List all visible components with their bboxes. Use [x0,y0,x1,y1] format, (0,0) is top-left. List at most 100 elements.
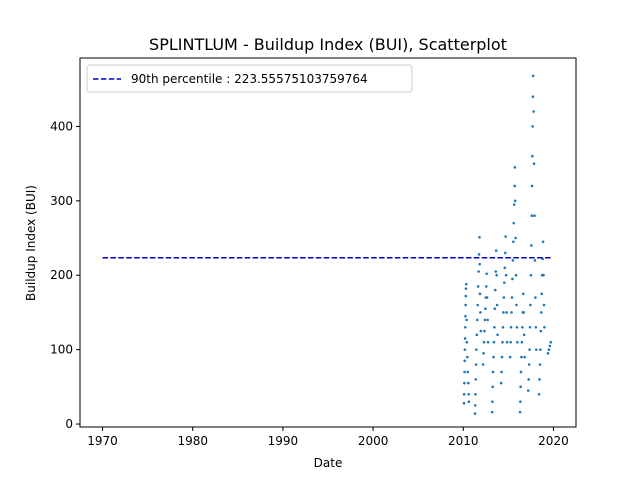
data-point [462,401,466,405]
data-point [538,378,541,381]
data-point [542,303,546,307]
data-point [464,314,467,318]
data-point [495,273,498,277]
data-point [499,381,503,385]
y-axis-label: Buildup Index (BUI) [24,185,38,301]
data-point [491,400,494,404]
data-point [516,340,519,344]
data-point [466,381,470,385]
data-point [520,340,524,344]
data-point [530,214,534,218]
data-point [518,410,522,414]
x-tick-label: 1970 [87,434,118,448]
data-point [477,270,480,273]
axes-frame [79,57,577,428]
data-point [501,340,504,344]
data-point [531,95,535,98]
y-tick-label: 100 [50,343,73,357]
data-point [508,355,512,359]
data-point [535,348,538,351]
data-point [511,277,514,281]
data-point [521,292,525,296]
x-axis-ticks: 1970 1980 1990 2000 2010 2020 [87,427,569,448]
data-point [512,240,515,244]
data-point [513,199,517,203]
data-point [503,281,506,284]
data-point [483,318,487,322]
x-tick-label: 1990 [268,434,299,448]
legend-box [86,64,413,93]
data-point [503,266,507,270]
x-axis-label: Date [314,456,343,470]
data-point [502,296,506,299]
data-point [529,303,532,307]
data-point [496,333,499,337]
data-point [509,340,512,344]
data-point [522,333,526,337]
data-point [519,385,522,389]
data-point [463,348,467,351]
legend: 90th percentile : 223.55575103759764 [86,64,413,93]
x-tick-label: 2020 [538,434,569,448]
data-point [504,235,507,238]
data-point [504,273,508,277]
data-point [474,363,478,366]
data-point [537,392,541,396]
data-point [465,340,469,344]
data-point [505,311,508,314]
data-point [474,392,477,396]
data-point [478,262,481,266]
data-point [463,359,467,363]
data-point [464,303,467,307]
data-point [501,326,505,329]
legend-label: 90th percentile : 223.55575103759764 [131,72,368,86]
data-point [513,184,516,188]
chart-title: SPLINTLUM - Buildup Index (BUI), Scatter… [149,35,507,54]
data-point [467,392,470,396]
data-point [463,326,467,329]
y-tick-label: 0 [65,417,73,431]
data-point [531,125,534,128]
data-point [495,303,499,307]
data-point [521,326,524,329]
data-point [463,337,467,340]
data-point [538,363,542,366]
data-point [539,329,543,333]
data-point [493,288,497,292]
data-point [466,370,470,374]
data-point [542,273,545,277]
data-point [465,318,468,322]
data-point [476,285,480,288]
data-point [528,348,531,351]
data-point [462,392,466,396]
data-point [481,363,485,366]
data-point [494,249,498,252]
y-axis-ticks: 0 100 200 300 400 [50,119,80,431]
data-point [523,355,526,359]
data-point [543,326,546,329]
data-point [475,348,478,351]
data-point [527,378,530,381]
data-point [464,294,468,298]
data-point [463,381,466,385]
data-point [514,236,517,240]
data-point [534,296,537,299]
data-point [515,326,519,329]
data-point [485,272,489,276]
data-point [510,296,514,299]
y-tick-label: 200 [50,268,73,282]
data-point [494,270,498,273]
data-point [532,110,535,113]
plot-area [79,57,577,428]
data-point [491,385,494,389]
data-point [531,74,535,78]
data-point [482,352,485,355]
data-point [539,348,542,351]
data-point [533,214,536,218]
data-point [519,370,523,374]
data-point [500,355,504,359]
data-point [526,389,530,392]
data-point [492,340,496,344]
data-point [490,410,494,414]
